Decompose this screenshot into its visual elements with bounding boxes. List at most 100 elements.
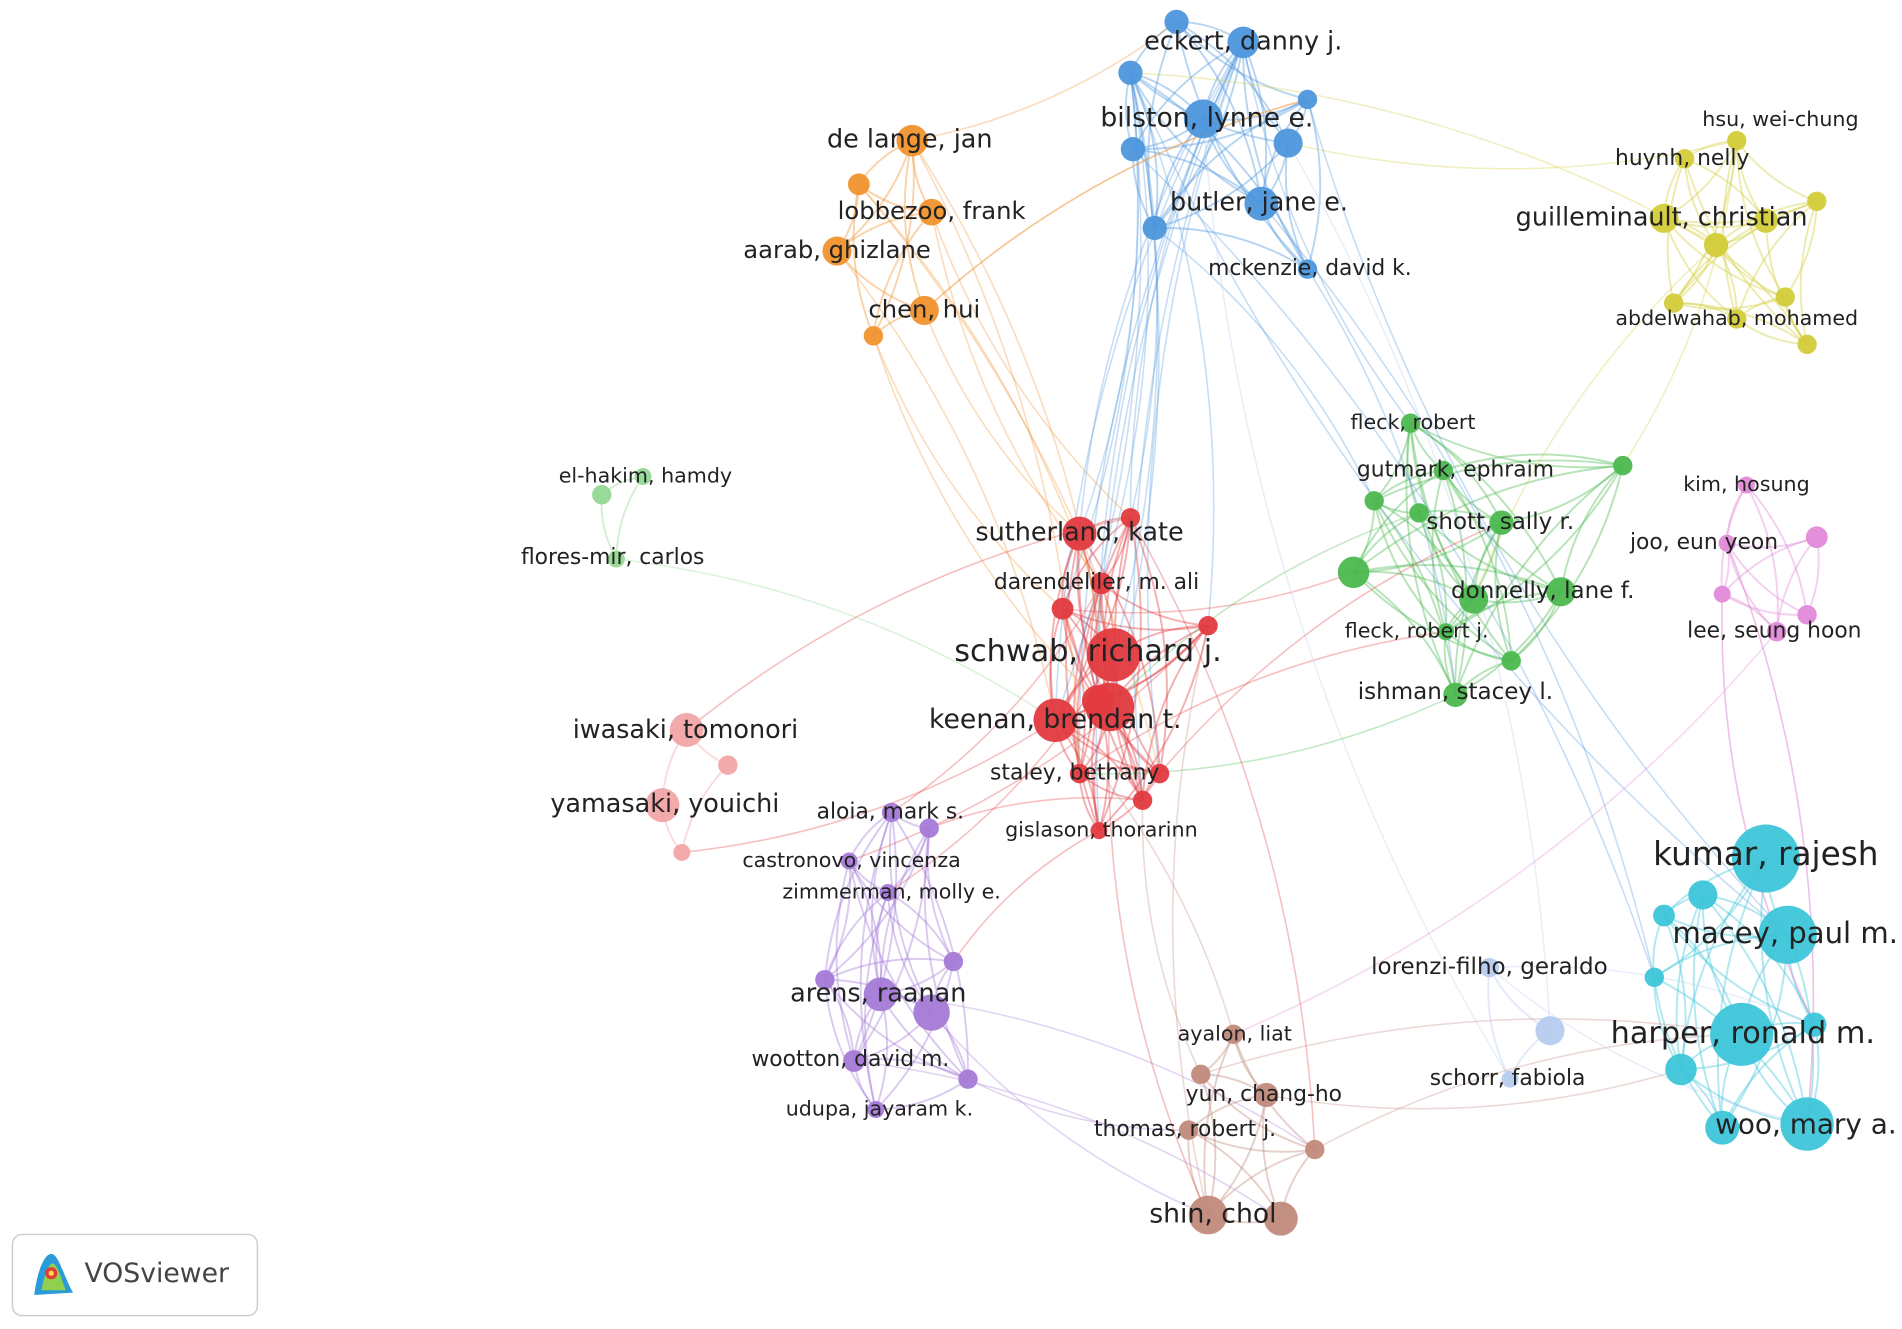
edge	[1158, 521, 1502, 775]
node	[1664, 293, 1684, 313]
edge	[1735, 140, 1818, 203]
edge	[875, 1078, 969, 1111]
edge	[853, 812, 898, 1062]
edge	[923, 828, 969, 1080]
node-label: butler, jane e.	[1170, 188, 1348, 218]
node	[918, 198, 945, 226]
edge	[872, 211, 933, 337]
node	[1613, 455, 1633, 476]
node-label: gutmark, ephraim	[1357, 457, 1554, 482]
node-label: harper, ronald m.	[1611, 1016, 1875, 1051]
edge	[872, 335, 1099, 702]
edge	[1445, 465, 1624, 633]
edge	[1683, 158, 1808, 346]
node-label: schorr, fabiola	[1430, 1066, 1586, 1091]
edge	[1141, 800, 1202, 1075]
edge	[875, 961, 955, 1111]
node-label: gislason, thorarinn	[1005, 818, 1198, 842]
edge	[1442, 469, 1513, 661]
node	[1198, 615, 1218, 636]
edge	[1100, 583, 1161, 775]
logo-box	[11, 1233, 259, 1317]
node	[1644, 967, 1665, 988]
edge	[1352, 464, 1623, 574]
node	[1807, 191, 1827, 211]
node-label: keenan, brendan t.	[929, 704, 1181, 735]
edge	[1200, 1018, 1742, 1076]
node-label: hsu, wei-chung	[1702, 107, 1858, 131]
edge	[1722, 140, 1738, 320]
edge	[1726, 542, 1815, 1125]
edge	[1799, 200, 1818, 345]
edge	[872, 140, 915, 337]
node	[863, 326, 884, 346]
edge	[1062, 571, 1354, 614]
node-label: lorenzi-filho, geraldo	[1371, 954, 1608, 980]
edge	[1745, 484, 1779, 632]
nodes	[592, 9, 1834, 1236]
edge	[1175, 21, 1309, 270]
edge	[1314, 1033, 1742, 1151]
edge	[911, 140, 1111, 708]
node-label: ayalon, liat	[1178, 1021, 1292, 1045]
edge	[1202, 118, 1511, 1080]
node-label: mckenzie, david k.	[1208, 256, 1412, 281]
edge	[1410, 422, 1623, 469]
node	[1797, 605, 1817, 625]
node	[1120, 137, 1146, 162]
edge	[1760, 858, 1808, 1125]
edge	[1054, 517, 1132, 721]
edge	[1200, 1073, 1316, 1151]
edge	[1287, 142, 1551, 1031]
edge	[1663, 915, 1687, 1070]
node	[1081, 685, 1114, 717]
node-label: arens, raanan	[790, 978, 966, 1008]
edge	[615, 475, 644, 560]
node	[645, 788, 680, 823]
node	[1737, 476, 1755, 494]
edge	[1129, 71, 1309, 270]
edge	[1410, 422, 1562, 593]
edge	[1353, 564, 1562, 593]
edge	[1260, 203, 1656, 978]
edge	[1242, 42, 1412, 424]
node	[847, 173, 870, 196]
edge	[1147, 21, 1178, 229]
edge	[912, 21, 1178, 142]
node	[1433, 460, 1454, 481]
node	[1178, 1120, 1199, 1140]
node	[1191, 1064, 1211, 1085]
edge	[1306, 99, 1789, 936]
node	[1364, 491, 1384, 511]
node	[718, 755, 738, 775]
edge	[1078, 72, 1140, 534]
edge	[1266, 1068, 1682, 1110]
edge	[859, 812, 893, 1110]
node	[1546, 577, 1576, 607]
edge	[848, 860, 954, 963]
node-label: donnelly, lane f.	[1451, 578, 1634, 604]
node-label: castronovo, vincenza	[742, 848, 961, 872]
edge	[823, 979, 877, 1111]
node	[909, 295, 939, 325]
edge	[824, 979, 969, 1081]
edge	[923, 310, 1081, 535]
edge	[1673, 296, 1786, 310]
node	[958, 1069, 978, 1089]
edge	[681, 719, 1056, 854]
node	[1489, 510, 1514, 535]
edge	[1132, 41, 1244, 150]
node	[1665, 1053, 1697, 1086]
node-label: aloia, mark s.	[817, 799, 965, 824]
node-label: aarab, ghizlane	[743, 235, 930, 264]
edge	[1062, 607, 1209, 631]
node	[1183, 99, 1223, 139]
edge	[1784, 201, 1818, 298]
node	[1149, 763, 1170, 784]
node-label: shott, sally r.	[1426, 509, 1574, 535]
node	[1535, 1016, 1565, 1046]
node-label: staley, bethany	[990, 761, 1159, 786]
node	[1459, 584, 1489, 614]
edge	[823, 811, 893, 980]
